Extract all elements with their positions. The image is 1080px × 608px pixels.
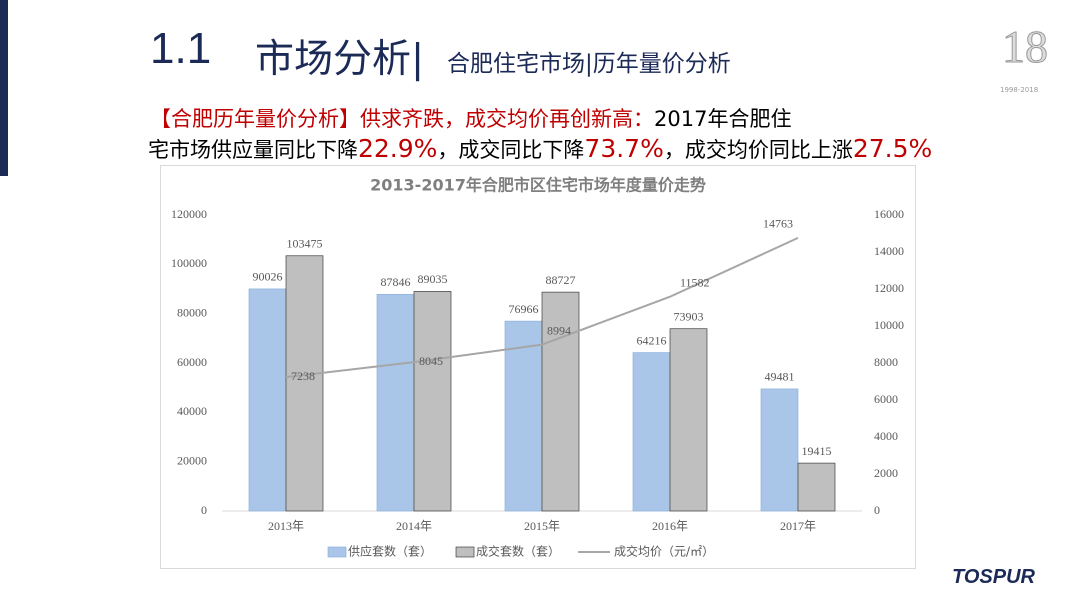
y2-tick-label: 0 xyxy=(874,503,880,517)
headline-text: ，成交同比下降 xyxy=(437,138,585,162)
data-label: 90026 xyxy=(253,270,283,284)
headline-text: 【合肥历年量价分析】供求齐跌，成交均价再创新高： xyxy=(150,107,654,131)
accent-bar xyxy=(0,0,8,176)
data-label: 76966 xyxy=(509,302,539,316)
x-tick-label: 2014年 xyxy=(396,519,432,533)
headline-text: 22.9% xyxy=(358,134,438,163)
y2-tick-label: 2000 xyxy=(874,466,898,480)
bar xyxy=(760,388,799,512)
bar xyxy=(248,288,287,512)
data-label: 64216 xyxy=(637,333,667,347)
badge-number: 18 xyxy=(1002,21,1049,73)
data-label: 8994 xyxy=(547,323,571,337)
headline: 【合肥历年量价分析】供求齐跌，成交均价再创新高：2017年合肥住 宅市场供应量同… xyxy=(148,104,933,165)
data-label: 49481 xyxy=(765,370,795,384)
line xyxy=(285,236,799,379)
legend-swatch xyxy=(455,546,475,558)
data-label: 87846 xyxy=(381,275,411,289)
y2-tick-label: 8000 xyxy=(874,355,898,369)
headline-text: 宅市场供应量同比下降 xyxy=(148,138,358,162)
bar xyxy=(504,320,543,512)
data-label: 19415 xyxy=(802,444,832,458)
x-tick-label: 2017年 xyxy=(780,519,816,533)
data-label: 73903 xyxy=(674,309,704,323)
y2-tick-label: 4000 xyxy=(874,429,898,443)
section-title: 市场分析| xyxy=(255,37,425,82)
chart: 2013-2017年合肥市区住宅市场年度量价走势 020000400006000… xyxy=(160,165,916,569)
bar xyxy=(797,462,836,512)
legend-label: 成交套数（套） xyxy=(476,544,560,559)
bar xyxy=(413,291,452,512)
y2-tick-label: 16000 xyxy=(874,207,904,221)
x-tick-label: 2015年 xyxy=(524,519,560,533)
y2-tick-label: 10000 xyxy=(874,318,904,332)
y-tick-label: 20000 xyxy=(177,453,207,467)
badge-years: 1998-2018 xyxy=(1000,86,1039,94)
bar xyxy=(669,328,708,512)
section-subtitle: 合肥住宅市场|历年量价分析 xyxy=(447,51,731,77)
bar xyxy=(632,352,671,512)
y-tick-label: 100000 xyxy=(171,256,207,270)
data-label: 89035 xyxy=(418,272,448,286)
y-tick-label: 120000 xyxy=(171,207,207,221)
y2-tick-label: 6000 xyxy=(874,392,898,406)
headline-text: 2017年合肥住 xyxy=(654,107,792,131)
data-label: 103475 xyxy=(287,237,323,251)
logo: TOSPUR xyxy=(952,566,1035,588)
y2-tick-label: 12000 xyxy=(874,281,904,295)
data-label: 14763 xyxy=(763,217,793,231)
y-tick-label: 40000 xyxy=(177,404,207,418)
headline-text: 73.7% xyxy=(584,134,664,163)
y-tick-label: 60000 xyxy=(177,355,207,369)
legend-label: 供应套数（套） xyxy=(348,544,432,559)
y-tick-label: 0 xyxy=(201,503,207,517)
x-tick-label: 2016年 xyxy=(652,519,688,533)
section-number: 1.1 xyxy=(150,24,212,73)
x-tick-label: 2013年 xyxy=(268,519,304,533)
headline-text: ，成交均价同比上涨 xyxy=(663,138,853,162)
data-label: 11582 xyxy=(680,275,710,289)
data-label: 88727 xyxy=(546,273,576,287)
y-tick-label: 80000 xyxy=(177,305,207,319)
headline-text: 27.5% xyxy=(852,134,933,163)
bar xyxy=(541,291,580,512)
legend-swatch xyxy=(327,546,347,558)
data-label: 7238 xyxy=(291,369,315,383)
bar xyxy=(376,293,415,512)
chart-title: 2013-2017年合肥市区住宅市场年度量价走势 xyxy=(370,176,706,195)
y2-tick-label: 14000 xyxy=(874,244,904,258)
data-label: 8045 xyxy=(419,354,443,368)
bar xyxy=(285,255,324,512)
legend-label: 成交均价（元/㎡） xyxy=(614,544,714,559)
